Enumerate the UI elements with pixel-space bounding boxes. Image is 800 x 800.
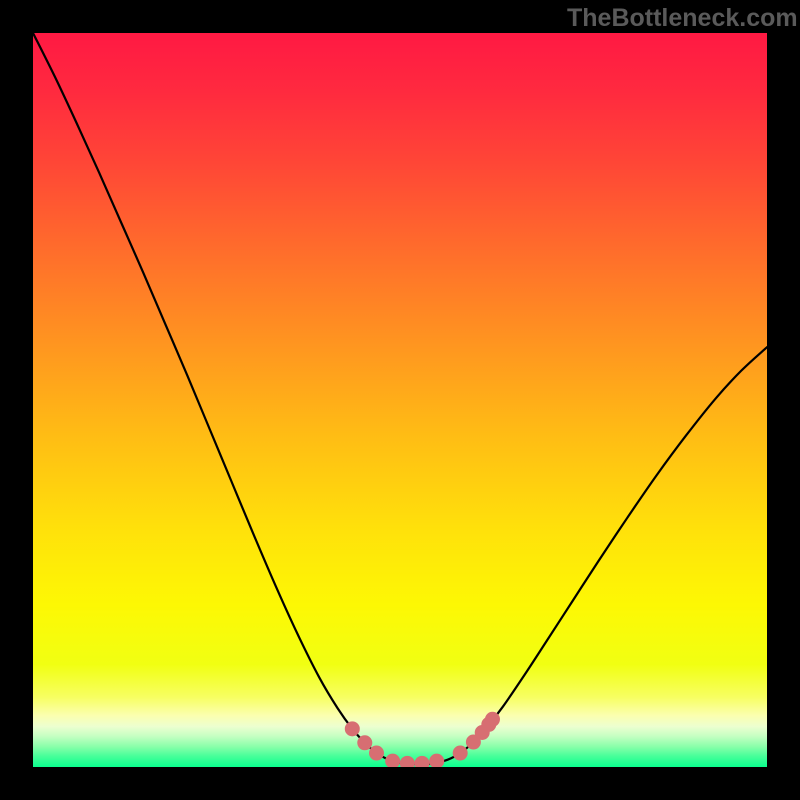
curve-marker	[400, 756, 415, 771]
curve-marker	[357, 735, 372, 750]
watermark-label: TheBottleneck.com	[567, 4, 798, 33]
curve-marker	[369, 746, 384, 761]
chart-frame: TheBottleneck.com	[0, 0, 800, 800]
curve-marker	[453, 746, 468, 761]
curve-marker	[485, 712, 500, 727]
curve-marker	[415, 756, 430, 771]
curve-marker	[385, 754, 400, 769]
bottleneck-curve	[33, 33, 767, 764]
chart-svg	[0, 0, 800, 800]
curve-marker	[345, 721, 360, 736]
plot-group	[33, 33, 767, 771]
curve-marker	[429, 754, 444, 769]
